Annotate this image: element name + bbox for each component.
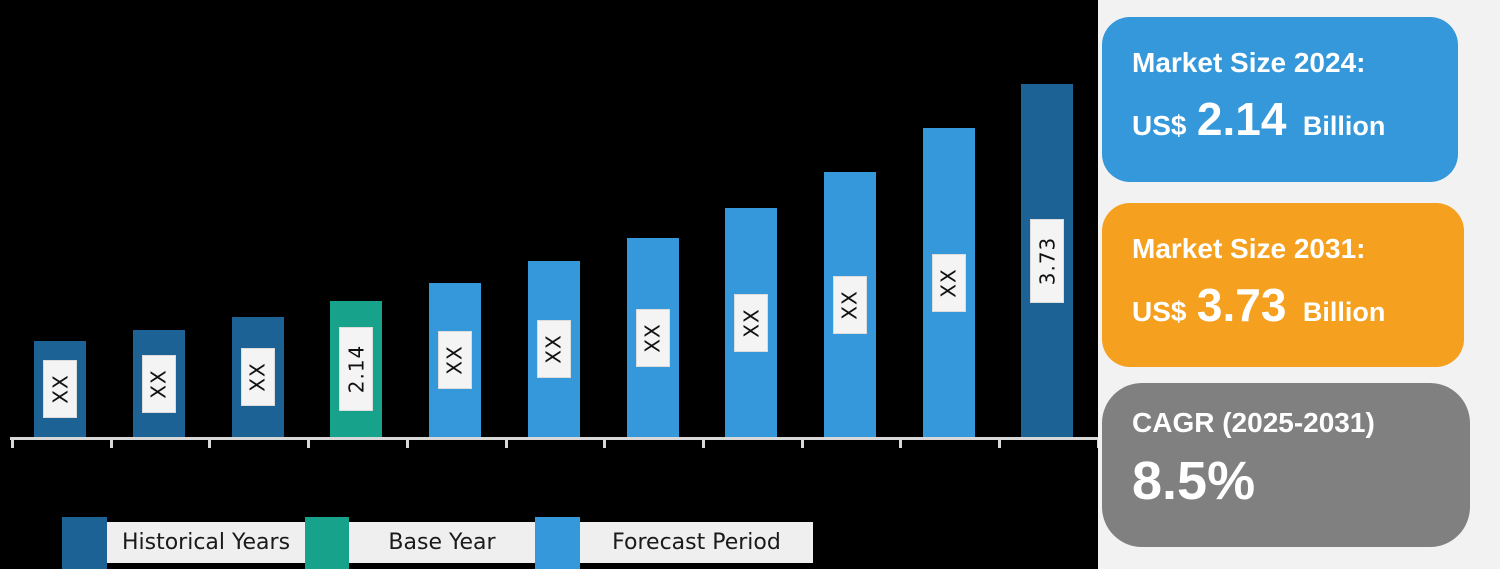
market-size-2031-card: Market Size 2031: US$ 3.73 Billion bbox=[1102, 203, 1464, 367]
bar-value-label: XX bbox=[43, 360, 78, 418]
legend-swatch-historical bbox=[62, 517, 107, 569]
cagr-value: 8.5% bbox=[1132, 451, 1460, 511]
x-axis-tick bbox=[109, 437, 113, 448]
bar-value-label: 3.73 bbox=[1030, 218, 1065, 303]
cagr-title: CAGR (2025-2031) bbox=[1132, 407, 1375, 438]
value-2024: 2.14 bbox=[1196, 93, 1287, 145]
bar-chart: XX XX XX 2.14 XX XX XX XX XX XX 3.73 Historical Ye… bbox=[10, 84, 1100, 569]
summary-panel: Market Size 2024: US$ 2.14 Billion Marke… bbox=[1098, 0, 1500, 569]
bar-value-label: XX bbox=[142, 354, 177, 413]
value-2031: 3.73 bbox=[1196, 279, 1287, 331]
legend-label-forecast: Forecast Period bbox=[612, 530, 781, 555]
card-value-2031: US$ 3.73 Billion bbox=[1132, 278, 1454, 332]
x-axis-tick bbox=[208, 437, 212, 448]
bar-value-label: 2.14 bbox=[339, 327, 374, 411]
x-axis-tick bbox=[899, 437, 903, 448]
legend-swatch-forecast bbox=[535, 517, 580, 569]
x-axis-tick bbox=[405, 437, 409, 448]
currency-prefix: US$ bbox=[1132, 110, 1187, 141]
legend bbox=[62, 522, 813, 563]
cagr-card: CAGR (2025-2031) 8.5% bbox=[1102, 383, 1470, 547]
legend-swatch-base-year bbox=[305, 517, 349, 569]
x-axis-tick bbox=[11, 437, 14, 448]
bar-value-label: XX bbox=[536, 320, 571, 378]
x-axis-tick bbox=[800, 437, 804, 448]
cagr-percent: 8.5% bbox=[1132, 451, 1256, 511]
currency-prefix: US$ bbox=[1132, 296, 1187, 327]
x-axis-tick bbox=[998, 437, 1001, 448]
x-axis-tick bbox=[701, 437, 705, 448]
x-axis-tick bbox=[603, 437, 607, 448]
x-axis-tick bbox=[504, 437, 508, 448]
legend-label-base-year: Base Year bbox=[388, 530, 496, 555]
bar-value-label: XX bbox=[438, 331, 473, 389]
bar-value-label: XX bbox=[931, 253, 966, 312]
card-title-2024: Market Size 2024: bbox=[1132, 47, 1366, 78]
unit-suffix: Billion bbox=[1302, 297, 1386, 327]
bar-value-label: XX bbox=[734, 293, 769, 352]
bar-value-label: XX bbox=[635, 308, 670, 367]
card-title-2031: Market Size 2031: bbox=[1132, 233, 1366, 264]
market-size-2024-card: Market Size 2024: US$ 2.14 Billion bbox=[1102, 17, 1458, 182]
x-axis-tick bbox=[307, 437, 311, 448]
legend-label-historical: Historical Years bbox=[121, 530, 291, 555]
bar-value-label: XX bbox=[832, 275, 867, 334]
card-value-2024: US$ 2.14 Billion bbox=[1132, 92, 1448, 146]
bar-value-label: XX bbox=[240, 348, 275, 406]
x-axis-line bbox=[10, 437, 1098, 440]
unit-suffix: Billion bbox=[1302, 111, 1386, 141]
